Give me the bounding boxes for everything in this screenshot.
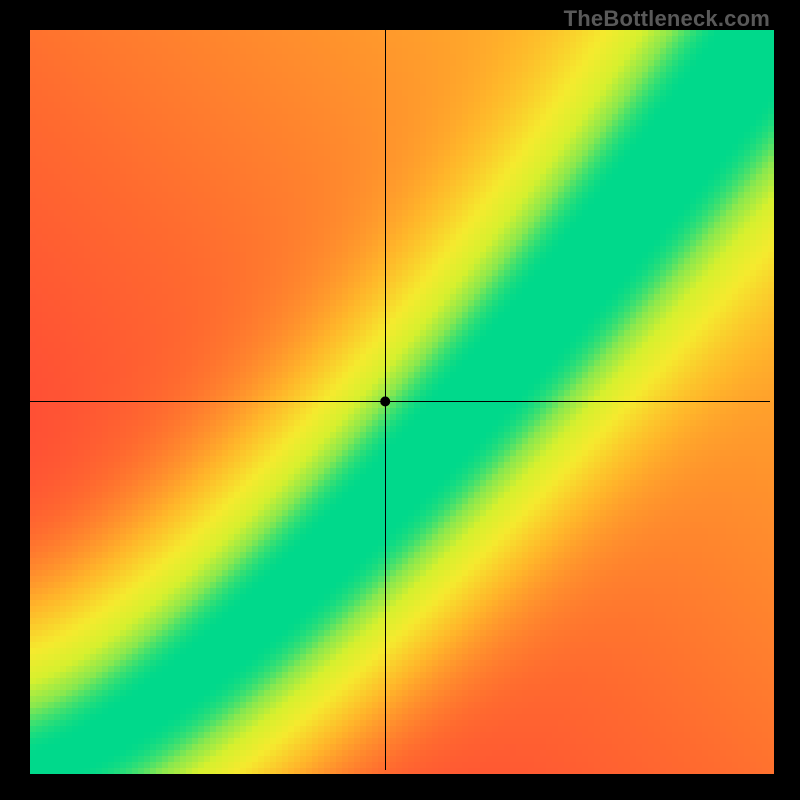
frame: TheBottleneck.com	[0, 0, 800, 800]
heatmap-canvas	[0, 0, 800, 800]
watermark-text: TheBottleneck.com	[564, 6, 770, 32]
